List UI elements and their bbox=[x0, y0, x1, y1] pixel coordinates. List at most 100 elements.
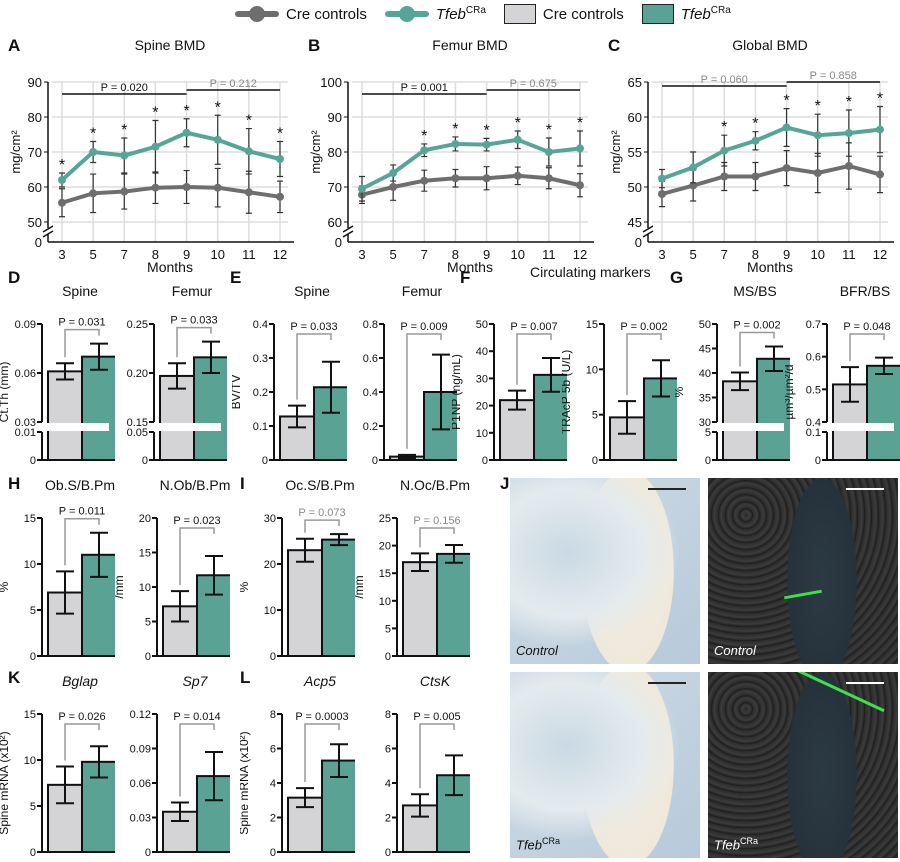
y-tick-label: 0 bbox=[385, 651, 391, 663]
y-tick-label: 0.06 bbox=[15, 368, 36, 380]
y-tick-label: 70 bbox=[28, 145, 42, 160]
chart-title: CtsK bbox=[420, 673, 451, 689]
chart-title: Acp5 bbox=[303, 673, 336, 689]
y-tick-label: 0 bbox=[385, 847, 391, 859]
y-tick-label: 50 bbox=[476, 319, 488, 331]
line-chart-2: Global BMD 45 50 55 60 65 0 3 5 7 8 9 10 11 12 Months mg… bbox=[608, 37, 894, 272]
bar-control bbox=[722, 380, 758, 461]
y-tick-label: 20 bbox=[379, 541, 391, 553]
data-point-control bbox=[89, 189, 98, 198]
y-tick-label: 8 bbox=[385, 709, 391, 721]
y-tick-label: 0 bbox=[372, 455, 378, 467]
grid bbox=[52, 81, 288, 242]
line-chart-0: Spine BMD 50 60 70 80 90 0 3 5 7 8 9 10 11 12 Months mg/… bbox=[8, 37, 294, 272]
y-tick-label: 25 bbox=[379, 513, 391, 525]
y-tick-label: 20 bbox=[139, 513, 151, 525]
panel-letter-b: B bbox=[308, 36, 321, 55]
data-point-control bbox=[451, 174, 460, 183]
error-bar bbox=[330, 743, 348, 778]
data-point-control bbox=[658, 190, 666, 198]
x-tick-label: 7 bbox=[421, 247, 428, 262]
p-value-label: P = 0.020 bbox=[101, 82, 148, 94]
y-tick-label: 0.05 bbox=[127, 427, 148, 439]
grid bbox=[652, 81, 888, 242]
y-tick-label: 0.5 bbox=[806, 384, 821, 396]
chart-title: Spine BMD bbox=[135, 37, 206, 53]
y-tick-label: 65 bbox=[628, 75, 642, 90]
data-point-tfeb bbox=[813, 131, 822, 140]
y-tick-label: 0.12 bbox=[130, 709, 151, 721]
p-bracket bbox=[304, 519, 340, 533]
error-bar bbox=[445, 544, 463, 564]
y-tick-label: 20 bbox=[264, 559, 276, 571]
y-tick-label: 0 bbox=[705, 455, 711, 467]
p-bracket bbox=[739, 331, 775, 367]
panel-letter-i: I bbox=[240, 474, 245, 493]
y-tick-label: 0.25 bbox=[127, 319, 148, 331]
panel-letter-e: E bbox=[230, 268, 242, 287]
p-bracket bbox=[176, 326, 212, 358]
bar-swatch-icon bbox=[503, 4, 536, 24]
chart-title: Sp7 bbox=[183, 673, 209, 689]
error-bar bbox=[296, 787, 314, 809]
x-tick-label: 12 bbox=[873, 247, 887, 262]
data-point-tfeb bbox=[213, 135, 222, 144]
y-axis-label: % bbox=[240, 581, 251, 592]
y-tick-label: 10 bbox=[586, 364, 598, 376]
data-point-tfeb bbox=[876, 125, 884, 134]
bar-control bbox=[402, 561, 438, 657]
data-point-tfeb bbox=[420, 146, 429, 155]
error-bar bbox=[731, 371, 749, 392]
histology-image-brightfield: TfebCRa bbox=[510, 672, 700, 858]
data-point-control bbox=[513, 171, 522, 180]
error-bar bbox=[171, 590, 189, 623]
significance-star: * bbox=[452, 121, 458, 138]
significance-star: * bbox=[483, 122, 489, 139]
y-tick-label: 0.20 bbox=[127, 368, 148, 380]
y-tick-label: 0.06 bbox=[130, 778, 151, 790]
error-bar bbox=[90, 531, 108, 578]
x-axis-label: Months bbox=[747, 259, 793, 272]
bar-swatch-icon bbox=[641, 4, 674, 24]
chart-title: Femur bbox=[172, 283, 213, 299]
y-tick-label: 50 bbox=[699, 319, 711, 331]
data-point-control bbox=[244, 188, 253, 197]
p-value-label: P = 0.858 bbox=[810, 70, 857, 82]
error-bar bbox=[168, 362, 186, 390]
data-point-control bbox=[689, 181, 698, 190]
bar-chart-11: N.Oc/B.Pm 0 5 10 15 20 25/mm P = 0.156 bbox=[355, 477, 470, 663]
significance-star: * bbox=[846, 94, 852, 111]
data-point-control bbox=[151, 183, 160, 192]
p-value-label: P = 0.002 bbox=[733, 320, 780, 332]
bar-chart-5: 0 5 10 15 TRAcP 5b (U/L) P = 0.002 bbox=[562, 319, 677, 467]
y-tick-label: 5 bbox=[145, 617, 151, 629]
p-value-label: P = 0.007 bbox=[510, 321, 557, 333]
x-tick-label: 12 bbox=[573, 247, 587, 262]
chart-title: Ob.S/B.Pm bbox=[45, 477, 115, 493]
p-bracket bbox=[179, 527, 215, 586]
error-bar bbox=[398, 453, 416, 460]
p-value-label: P = 0.009 bbox=[400, 321, 447, 333]
bar-chart-14: Acp5 0 2 4 6 8 Spine mRNA (x10²) P = 0.0003 bbox=[240, 673, 355, 859]
y-tick-label: 0.4 bbox=[253, 319, 268, 331]
bar-chart-12: Bglap 0 5 10 15 Spine mRNA (x10²) P = 0.026 bbox=[0, 673, 115, 859]
error-bar bbox=[875, 356, 893, 375]
axis-break-mark bbox=[642, 225, 654, 238]
bar-chart-8: Ob.S/B.Pm 0 5 10 15% P = 0.011 bbox=[0, 477, 115, 663]
x-tick-label: 7 bbox=[721, 247, 728, 262]
legend-label: TfebCRa bbox=[435, 5, 486, 23]
y-tick-label: 0 bbox=[30, 651, 36, 663]
y-tick-label: 6 bbox=[270, 744, 276, 756]
significance-star: * bbox=[183, 103, 189, 120]
bar-control bbox=[47, 370, 83, 461]
x-tick-label: 11 bbox=[542, 247, 556, 262]
histology-image-brightfield: Control bbox=[510, 478, 700, 664]
y-tick-label: 2 bbox=[385, 813, 391, 825]
panel-letter-d: D bbox=[8, 268, 21, 287]
error-bar bbox=[56, 362, 74, 381]
y-tick-label: 0 bbox=[142, 455, 148, 467]
x-tick-label: 8 bbox=[752, 247, 759, 262]
error-bar bbox=[542, 357, 560, 393]
significance-star: * bbox=[546, 122, 552, 139]
